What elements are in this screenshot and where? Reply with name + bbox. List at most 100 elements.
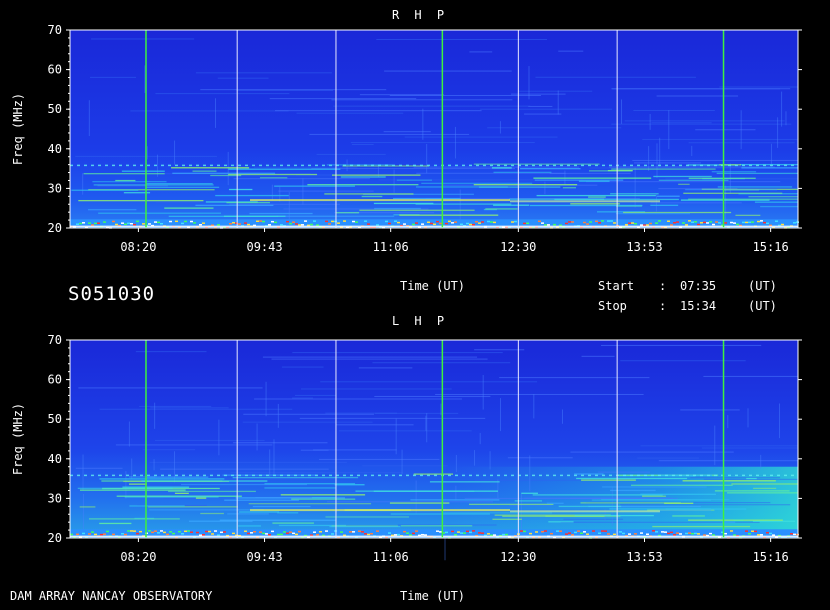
emission-dot: [133, 164, 136, 167]
emission-band: [520, 168, 581, 170]
emission-dot: [217, 164, 220, 167]
strip-pixel: [670, 531, 673, 534]
start-sep: :: [659, 279, 667, 293]
strip-pixel: [445, 531, 448, 534]
strip-pixel: [139, 530, 142, 533]
noise-streak: [581, 355, 615, 357]
strip-pixel: [244, 222, 247, 224]
emission-band: [400, 525, 473, 527]
emission-dot: [224, 164, 227, 167]
emission-dot: [679, 474, 682, 477]
strip-pixel: [736, 223, 739, 226]
strip-pixel: [79, 536, 82, 538]
emission-dot: [371, 164, 374, 167]
stop-sep: :: [659, 299, 667, 313]
emission-dot: [252, 474, 255, 477]
strip-pixel: [745, 530, 748, 532]
emission-band: [393, 197, 461, 200]
strip-pixel: [439, 531, 442, 533]
emission-dot: [182, 164, 185, 167]
strip-pixel: [223, 531, 226, 533]
noise-streak: [374, 395, 491, 397]
noise-streak: [128, 421, 130, 447]
strip-pixel: [355, 536, 358, 539]
emission-dot: [679, 164, 682, 167]
strip-pixel: [772, 226, 775, 229]
noise-streak: [497, 479, 499, 499]
start-time: 07:35: [680, 279, 717, 293]
noise-streak: [142, 449, 196, 451]
strip-pixel: [190, 220, 193, 223]
emission-band: [748, 196, 798, 198]
emission-band: [129, 505, 185, 507]
strip-pixel: [394, 220, 397, 222]
emission-band: [533, 177, 652, 179]
strip-pixel: [520, 530, 523, 532]
strip-pixel: [511, 221, 514, 223]
noise-streak: [135, 351, 207, 353]
emission-dot: [238, 164, 241, 167]
noise-streak: [271, 184, 273, 201]
strip-pixel: [169, 531, 172, 533]
strip-pixel: [634, 533, 637, 535]
noise-streak: [230, 471, 403, 473]
strip-pixel: [670, 224, 673, 226]
strip-pixel: [586, 223, 589, 225]
noise-streak: [139, 405, 212, 407]
emission-band: [546, 502, 564, 504]
strip-pixel: [478, 532, 481, 534]
strip-pixel: [661, 531, 664, 533]
strip-pixel: [568, 532, 571, 534]
emission-dot: [665, 474, 668, 477]
rhp-panel: 20 30 40 50 60 70 08:20 09:43 11:06 12:30 13:53 15:…: [11, 23, 802, 254]
strip-pixel: [637, 226, 640, 229]
strip-pixel: [184, 220, 187, 223]
noise-streak: [372, 362, 511, 364]
noise-streak: [656, 95, 739, 97]
emission-band: [89, 518, 180, 520]
emission-band: [492, 518, 522, 520]
noise-streak: [296, 112, 404, 114]
emission-dot: [105, 164, 108, 167]
emission-band: [754, 201, 798, 203]
emission-dot: [238, 474, 241, 477]
xlabel-lhp: Time (UT): [400, 589, 466, 603]
emission-dot: [756, 474, 759, 477]
strip-pixel: [610, 220, 613, 222]
emission-band: [272, 522, 314, 524]
strip-pixel: [169, 220, 172, 223]
emission-band: [172, 172, 276, 174]
emission-dot: [434, 164, 437, 167]
emission-band: [610, 193, 659, 195]
emission-band: [753, 487, 777, 490]
strip-pixel: [76, 533, 79, 536]
emission-dot: [763, 474, 766, 477]
noise-streak: [435, 393, 644, 395]
strip-pixel: [154, 221, 157, 223]
strip-pixel: [376, 224, 379, 226]
emission-dot: [721, 164, 724, 167]
emission-band: [238, 525, 261, 527]
emission-dot: [357, 474, 360, 477]
strip-pixel: [292, 532, 295, 535]
emission-band: [195, 204, 274, 207]
noise-streak: [528, 66, 530, 100]
strip-pixel: [538, 536, 541, 538]
strip-pixel: [502, 533, 505, 536]
strip-pixel: [361, 531, 364, 533]
emission-dot: [742, 474, 745, 477]
lhp-x-tick-label: 09:43: [246, 550, 282, 564]
strip-pixel: [304, 534, 307, 537]
emission-band: [264, 487, 337, 489]
noise-streak: [695, 129, 756, 131]
emission-dot: [644, 474, 647, 477]
emission-band: [609, 508, 712, 510]
noise-streak: [688, 142, 795, 144]
emission-band: [99, 522, 132, 525]
strip-pixel: [790, 533, 793, 535]
strip-pixel: [262, 532, 265, 535]
emission-band: [588, 170, 633, 172]
xlabel-rhp: Time (UT): [400, 279, 466, 293]
strip-pixel: [523, 530, 526, 533]
emission-dot: [539, 474, 542, 477]
